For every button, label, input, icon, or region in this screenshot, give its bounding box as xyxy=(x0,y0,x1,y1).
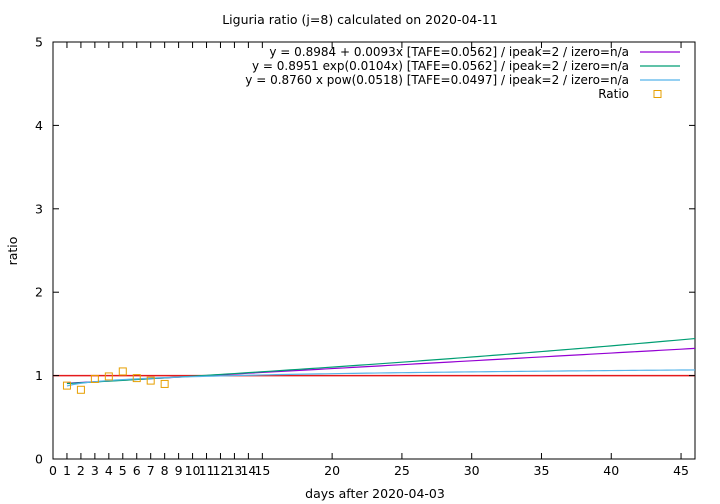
x-tick-label: 35 xyxy=(534,463,550,478)
x-tick-label: 2 xyxy=(77,463,85,478)
series-line-2 xyxy=(66,369,696,387)
data-point xyxy=(62,381,71,390)
x-tick-label: 40 xyxy=(603,463,619,478)
x-tick-label: 8 xyxy=(161,463,169,478)
data-point xyxy=(90,374,99,383)
x-tick-label: 4 xyxy=(105,463,113,478)
x-tick-label: 9 xyxy=(175,463,183,478)
x-tick-label: 1 xyxy=(63,463,71,478)
y-tick-label: 0 xyxy=(35,452,43,467)
x-tick-label: 5 xyxy=(119,463,127,478)
x-tick-label: 15 xyxy=(254,463,270,478)
data-point xyxy=(76,385,85,394)
y-tick-label: 4 xyxy=(35,118,43,133)
x-axis-label: days after 2020-04-03 xyxy=(305,486,445,501)
x-tick-label: 0 xyxy=(49,463,57,478)
x-tick-label: 12 xyxy=(213,463,229,478)
x-tick-label: 45 xyxy=(673,463,689,478)
data-point xyxy=(146,376,155,385)
y-tick-label: 2 xyxy=(35,285,43,300)
plot-border xyxy=(52,41,696,460)
x-tick-label: 13 xyxy=(226,463,242,478)
legend-label-3: Ratio xyxy=(598,87,629,101)
data-point xyxy=(118,367,127,376)
x-tick-label: 30 xyxy=(464,463,480,478)
x-tick-label: 20 xyxy=(324,463,340,478)
y-tick-label: 5 xyxy=(35,35,43,50)
data-point xyxy=(104,372,113,381)
legend-label-1: y = 0.8951 exp(0.0104x) [TAFE=0.0562] / … xyxy=(252,59,629,73)
data-point xyxy=(132,374,141,383)
x-tick-label: 3 xyxy=(91,463,99,478)
x-tick-label: 11 xyxy=(199,463,215,478)
x-tick-label: 14 xyxy=(240,463,256,478)
y-tick-label: 3 xyxy=(35,201,43,216)
legend-label-0: y = 0.8984 + 0.0093x [TAFE=0.0562] / ipe… xyxy=(269,45,629,59)
x-tick-label: 7 xyxy=(147,463,155,478)
legend: y = 0.8984 + 0.0093x [TAFE=0.0562] / ipe… xyxy=(245,45,680,101)
data-point xyxy=(160,379,169,388)
x-tick-label: 10 xyxy=(185,463,201,478)
chart-title: Liguria ratio (j=8) calculated on 2020-0… xyxy=(222,12,498,27)
x-tick-label: 25 xyxy=(394,463,410,478)
y-axis-label: ratio xyxy=(5,237,20,266)
x-tick-label: 6 xyxy=(133,463,141,478)
legend-swatch-3 xyxy=(653,90,662,98)
y-tick-label: 1 xyxy=(35,368,43,383)
legend-label-2: y = 0.8760 x pow(0.0518) [TAFE=0.0497] /… xyxy=(245,73,629,87)
